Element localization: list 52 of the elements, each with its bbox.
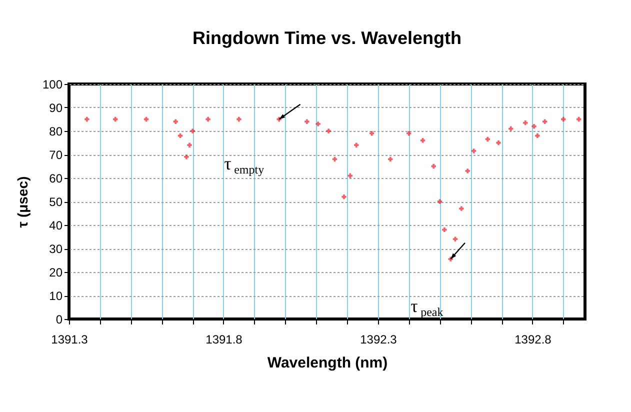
point — [496, 140, 501, 146]
point — [561, 116, 566, 122]
x-tick-label: 1392.8 — [514, 332, 552, 346]
point — [523, 120, 528, 126]
point — [184, 154, 189, 160]
y-tick-label: 70 — [49, 148, 63, 162]
point — [187, 142, 192, 148]
x-tick-label: 1391.8 — [206, 332, 243, 346]
point — [206, 116, 210, 122]
y-tick-label: 30 — [49, 242, 63, 256]
point — [113, 116, 118, 122]
point — [173, 119, 178, 124]
x-tick-label: 1392.3 — [360, 332, 398, 346]
y-tick-label: 80 — [49, 124, 63, 138]
point — [437, 199, 442, 204]
point — [406, 131, 412, 136]
point — [354, 142, 359, 148]
point — [576, 116, 582, 122]
point — [442, 227, 447, 232]
point — [465, 168, 470, 174]
x-tick-label: 1391.3 — [51, 332, 88, 346]
point — [485, 136, 490, 142]
point — [535, 133, 540, 138]
point — [471, 148, 476, 154]
point — [369, 131, 374, 136]
y-tick-label: 40 — [49, 218, 63, 232]
point — [190, 128, 195, 134]
point — [542, 119, 548, 124]
point — [326, 128, 331, 134]
point — [508, 126, 514, 131]
point — [388, 156, 393, 162]
y-tick-label: 0 — [56, 312, 63, 326]
point — [236, 116, 242, 122]
point — [420, 138, 426, 143]
y-tick-label: 50 — [49, 195, 63, 209]
y-tick-label: 20 — [49, 266, 63, 280]
point — [84, 116, 90, 122]
y-axis-title: τ (μsec) — [14, 176, 30, 228]
y-tick-label: 100 — [42, 78, 63, 92]
point — [316, 122, 320, 126]
point — [532, 124, 536, 129]
y-tick-label: 10 — [49, 289, 63, 303]
point — [431, 164, 436, 169]
x-axis-title: Wavelength (nm) — [267, 354, 388, 372]
chart-title: Ringdown Time vs. Wavelength — [192, 28, 462, 48]
point — [304, 119, 310, 124]
point — [452, 236, 458, 242]
y-tick-label: 60 — [49, 172, 63, 186]
point — [348, 173, 353, 178]
point — [342, 194, 346, 200]
point — [459, 206, 464, 211]
y-tick-label: 90 — [49, 101, 63, 115]
